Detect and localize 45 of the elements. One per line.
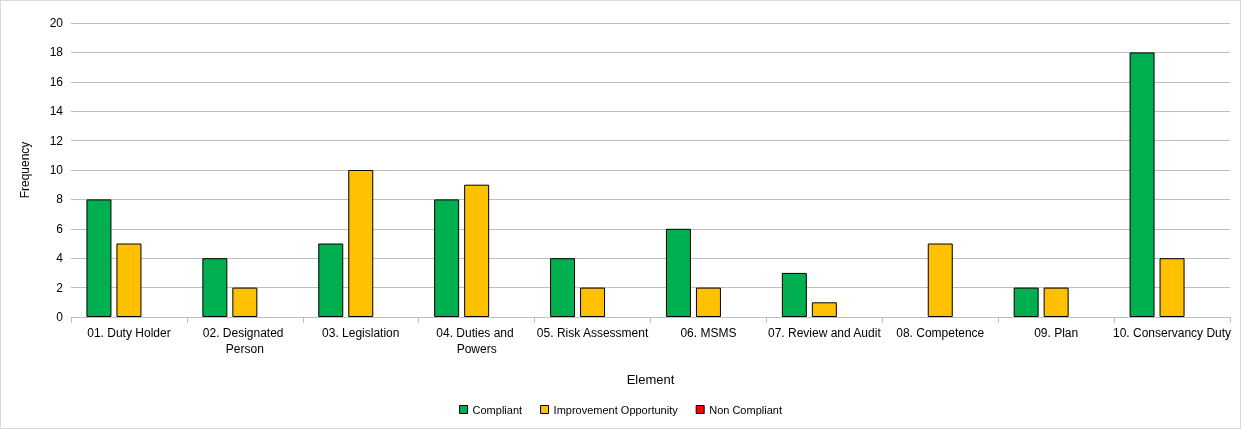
y-tick-label: 12 (49, 133, 64, 148)
bar (550, 258, 576, 317)
bar (665, 228, 691, 317)
bar (86, 199, 112, 317)
x-axis-title: Element (626, 372, 675, 387)
bar (695, 287, 721, 317)
y-tick-label: 6 (56, 221, 64, 236)
x-tick-label: 05. Risk Assessment (536, 326, 649, 340)
legend-label: Non Compliant (709, 403, 782, 416)
y-axis-title: Frequency (18, 141, 32, 199)
bar (1159, 258, 1185, 317)
bar (464, 184, 490, 317)
bar (781, 272, 807, 317)
bar (116, 243, 142, 317)
x-tick-label: 06. MSMS (680, 326, 737, 340)
bar (348, 170, 374, 317)
x-tick-label: 10. Conservancy Duty (1113, 326, 1232, 340)
bar (232, 287, 258, 317)
bar (927, 243, 953, 317)
y-tick-label: 18 (49, 45, 64, 60)
x-tick-label: 07. Review and Audit (767, 326, 882, 340)
bar (580, 287, 606, 317)
y-tick-label: 2 (56, 280, 64, 295)
legend-label: Improvement Opportunity (553, 403, 679, 416)
x-tick-label: 03. Legislation (322, 326, 400, 340)
y-tick-label: 14 (49, 104, 64, 119)
bar (1043, 287, 1069, 317)
x-tick-label: 08. Competence (896, 326, 985, 340)
y-tick-label: 8 (56, 192, 64, 207)
legend-label: Compliant (472, 403, 523, 416)
bar (434, 199, 460, 317)
x-tick-label: 01. Duty Holder (87, 326, 171, 340)
y-tick-label: 20 (49, 16, 64, 30)
y-tick-label: 4 (56, 251, 64, 266)
bar (202, 258, 228, 317)
x-tick-label: 04. Duties and Powers (436, 326, 518, 356)
y-tick-label: 10 (49, 163, 64, 177)
bar (1129, 52, 1155, 317)
y-tick-label: 0 (56, 310, 64, 324)
x-tick-label: 02. Designated Person (202, 326, 287, 356)
y-tick-label: 16 (49, 74, 64, 89)
bar (318, 243, 344, 317)
x-tick-label: 09. Plan (1034, 326, 1079, 340)
bar (811, 302, 837, 317)
bar (1013, 287, 1039, 317)
